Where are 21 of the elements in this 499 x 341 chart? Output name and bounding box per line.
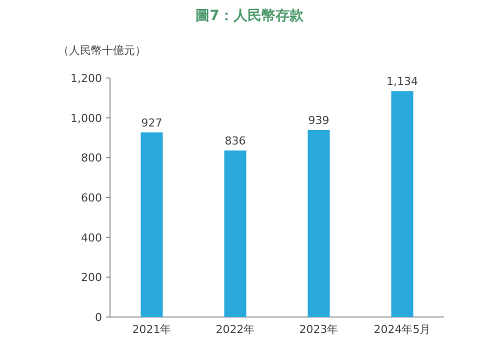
bar xyxy=(224,150,246,317)
y-tick-label: 200 xyxy=(81,271,102,284)
x-tick-label: 2021年 xyxy=(132,323,172,336)
data-label: 1,134 xyxy=(386,75,418,88)
y-tick-label: 0 xyxy=(95,311,102,324)
x-tick-label: 2022年 xyxy=(216,323,255,336)
bar xyxy=(140,132,163,317)
y-axis-title: （人民幣十億元） xyxy=(58,44,146,57)
y-tick-label: 800 xyxy=(81,152,102,165)
x-tick-label: 2024年5月 xyxy=(374,323,431,336)
y-tick-label: 400 xyxy=(81,231,102,244)
y-tick-label: 1,200 xyxy=(70,72,102,85)
bar xyxy=(391,91,414,317)
data-label: 927 xyxy=(141,116,162,130)
data-label: 939 xyxy=(308,114,330,127)
y-tick-label: 1,000 xyxy=(70,112,102,125)
data-label: 836 xyxy=(224,134,246,148)
y-tick-label: 600 xyxy=(81,192,102,204)
chart-title: 圖7：人民幣存款 xyxy=(196,8,304,24)
x-tick-label: 2023年 xyxy=(299,323,338,336)
bar xyxy=(308,130,330,317)
